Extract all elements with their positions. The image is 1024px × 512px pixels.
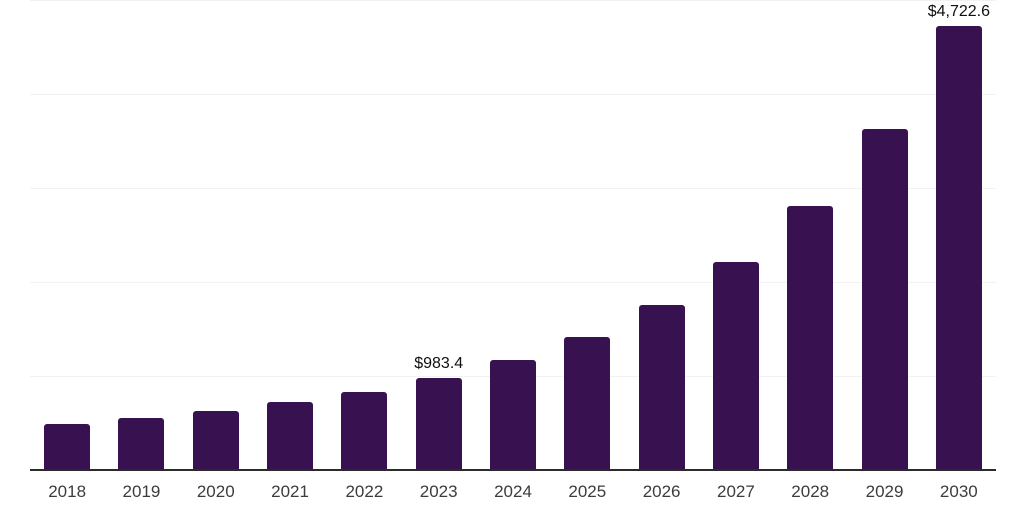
x-tick-label: 2021 <box>271 482 309 501</box>
x-tick-label: 2030 <box>939 482 978 501</box>
x-axis: 2018 2019 2020 2021 2022 2023 2024 2025 2026 2027… <box>30 482 996 506</box>
bar-value-label: $4,722.6 <box>927 3 990 21</box>
gridline <box>30 0 996 1</box>
x-axis-line <box>30 469 996 471</box>
bar-value-label: $983.4 <box>414 354 464 372</box>
bar <box>341 391 388 470</box>
x-tick-label: 2024 <box>494 482 532 501</box>
bar <box>935 26 982 470</box>
x-tick-label: 2022 <box>345 482 384 501</box>
bar <box>192 410 239 470</box>
x-tick-label: 2028 <box>791 482 830 501</box>
x-tick-label: 2020 <box>196 482 235 501</box>
x-tick-label: 2027 <box>717 482 755 501</box>
gridline <box>30 188 996 189</box>
bar <box>787 205 834 470</box>
x-tick-label: 2025 <box>568 482 607 501</box>
bar <box>861 128 908 470</box>
gridline <box>30 282 996 283</box>
bar <box>712 261 759 470</box>
gridline <box>30 94 996 95</box>
bar <box>118 418 165 470</box>
x-tick-label: 2023 <box>419 482 458 501</box>
bar <box>564 337 611 470</box>
bar <box>267 401 314 470</box>
x-tick-label: 2029 <box>865 482 904 501</box>
x-tick-label: 2026 <box>642 482 681 501</box>
plot-area: $983.4 $4,722.6 <box>30 0 996 471</box>
bar <box>490 360 536 470</box>
bar <box>415 377 462 470</box>
bar <box>638 305 685 470</box>
bar <box>44 423 91 470</box>
x-tick-label: 2018 <box>48 482 87 501</box>
x-tick-label: 2019 <box>122 482 161 501</box>
